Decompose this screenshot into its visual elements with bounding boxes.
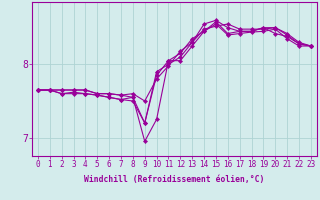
X-axis label: Windchill (Refroidissement éolien,°C): Windchill (Refroidissement éolien,°C): [84, 175, 265, 184]
